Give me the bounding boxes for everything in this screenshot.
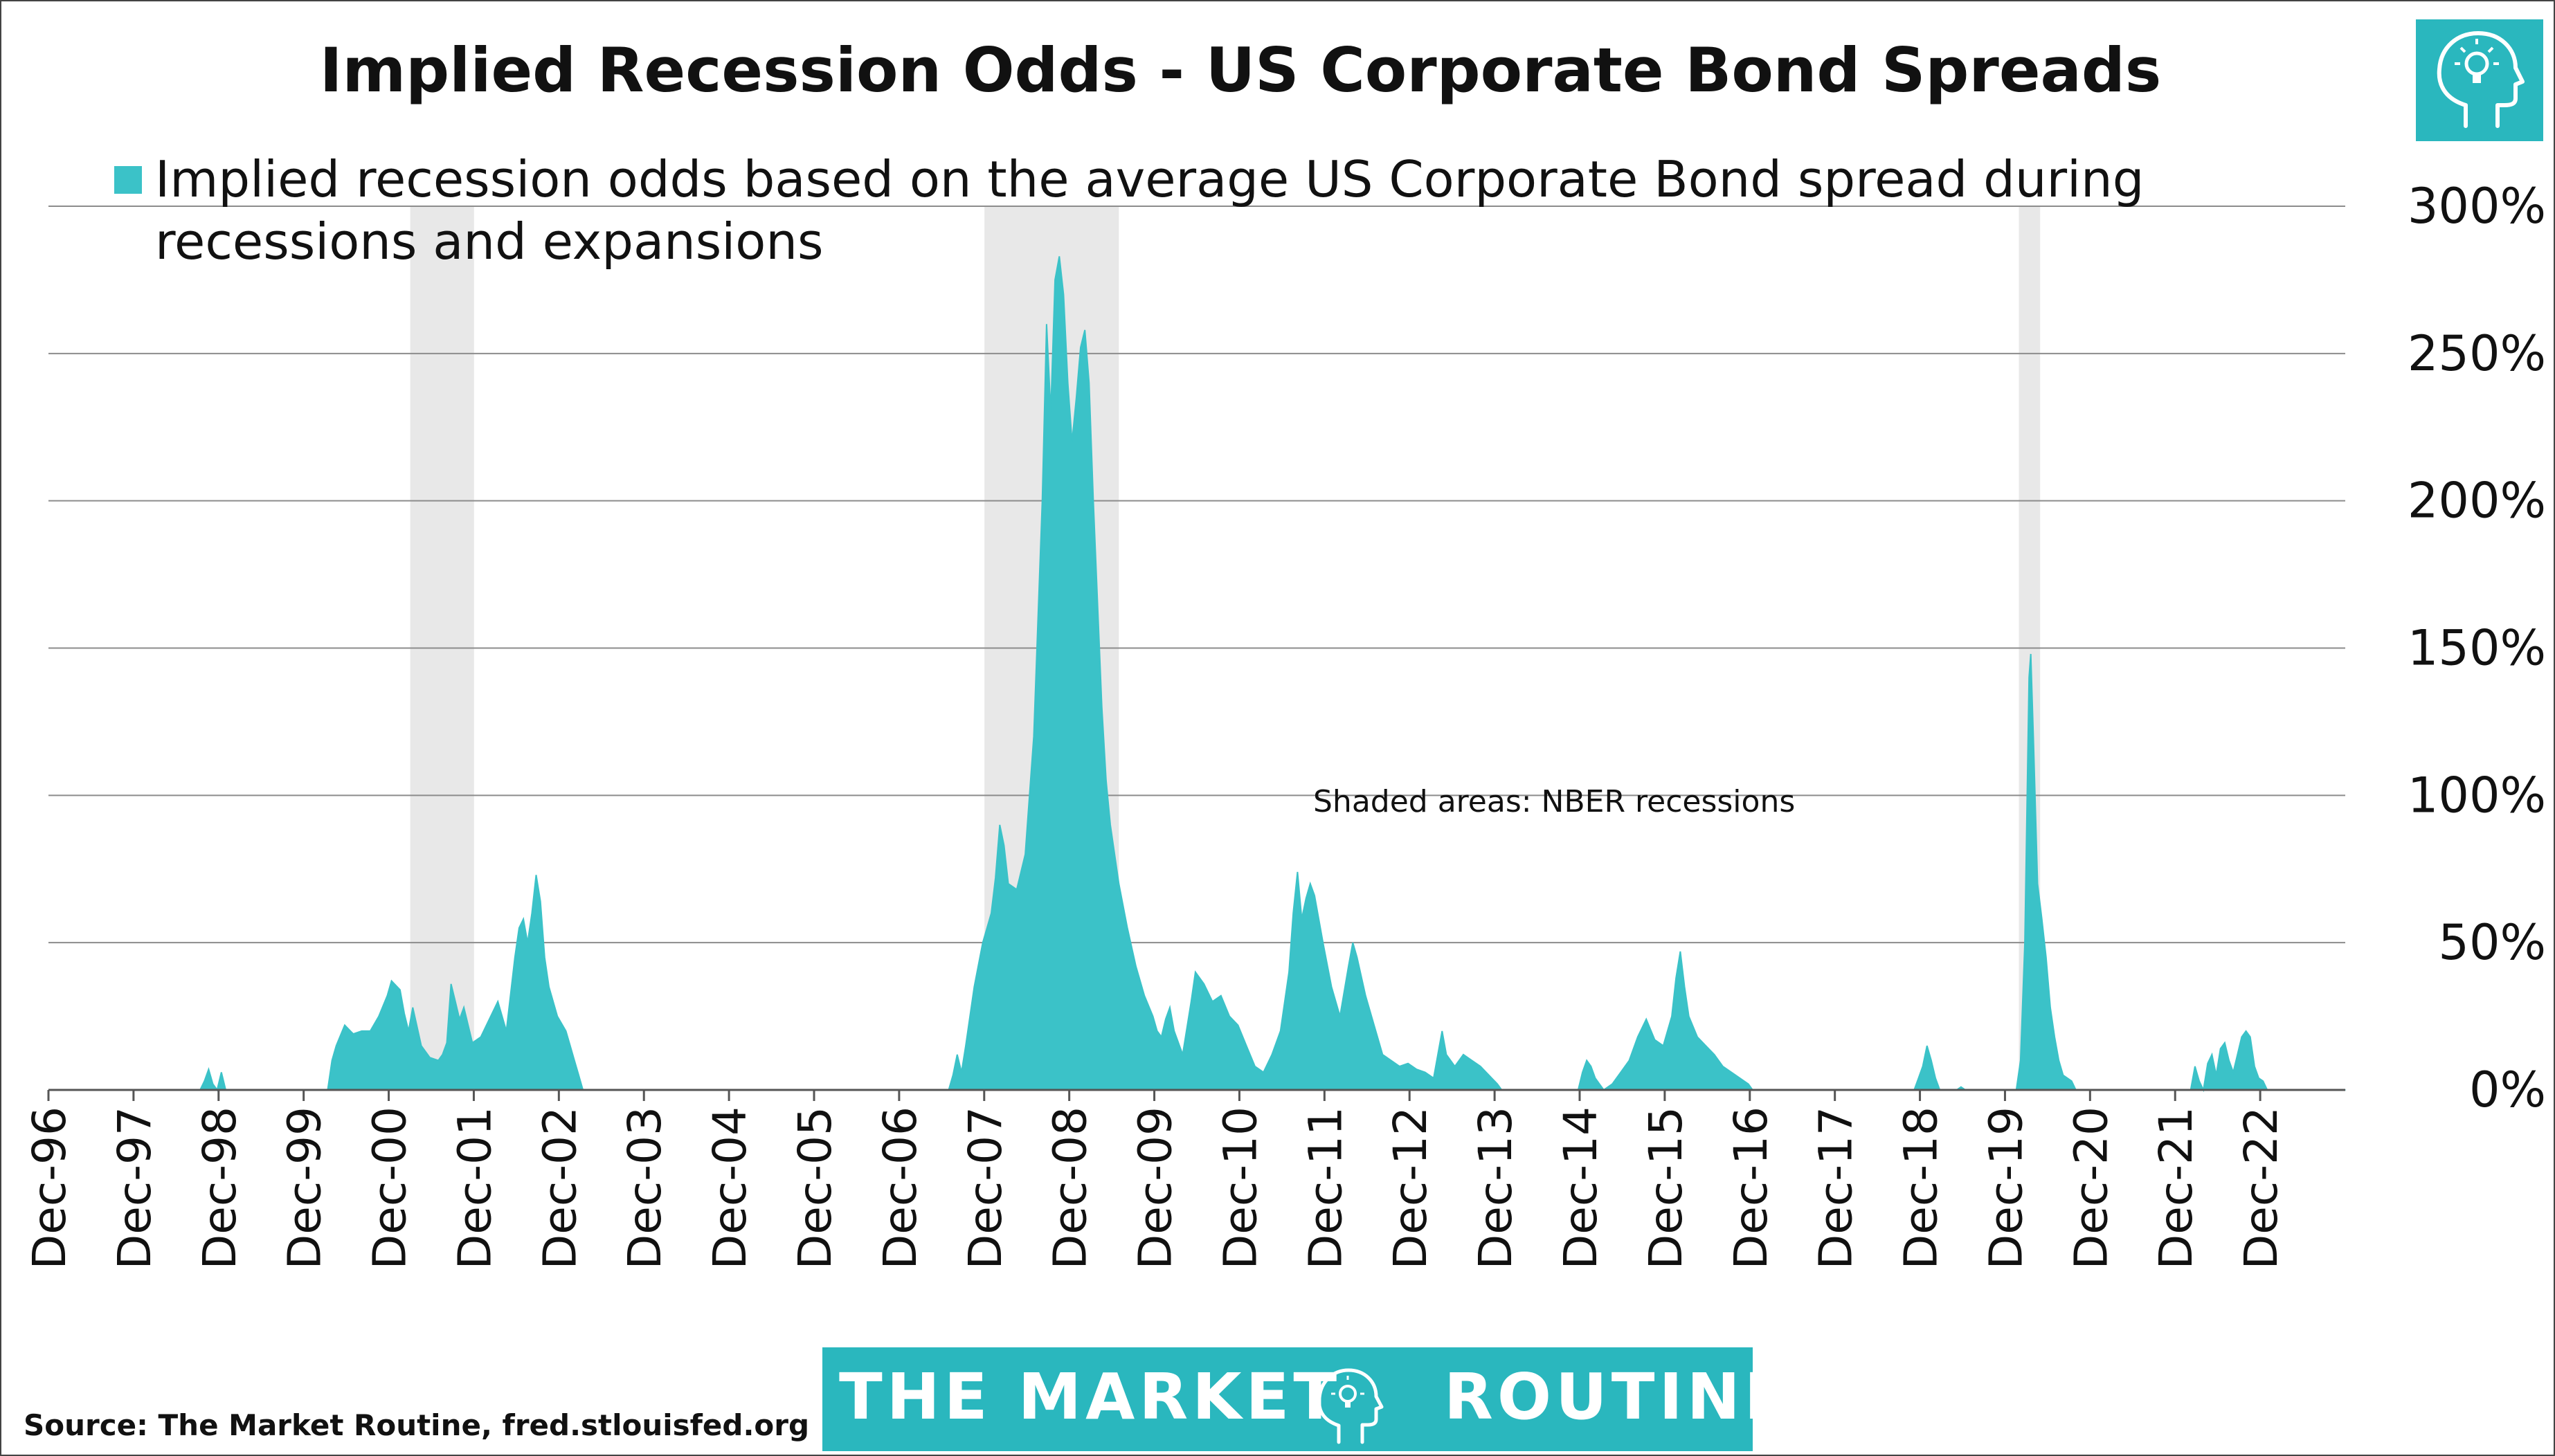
x-tick-label: Dec-10 <box>1213 1107 1267 1270</box>
brand-banner-background <box>822 1347 1753 1451</box>
x-tick-label: Dec-22 <box>2235 1107 2288 1270</box>
x-tick-label: Dec-17 <box>1809 1107 1863 1270</box>
x-tick-label: Dec-19 <box>1979 1107 2032 1270</box>
x-tick-label: Dec-13 <box>1469 1107 1522 1270</box>
x-tick-label: Dec-05 <box>788 1107 842 1270</box>
lightbulb-head-icon <box>1317 1368 1384 1444</box>
x-tick-label: Dec-11 <box>1299 1107 1352 1270</box>
x-tick-label: Dec-06 <box>874 1107 927 1270</box>
legend-label-line1: Implied recession odds based on the aver… <box>155 150 2144 208</box>
x-tick-label: Dec-21 <box>2149 1107 2203 1270</box>
recession-annotation: Shaded areas: NBER recessions <box>1313 784 1795 819</box>
x-tick-label: Dec-00 <box>363 1107 417 1270</box>
y-tick-label: 100% <box>2408 767 2546 823</box>
x-tick-label: Dec-14 <box>1554 1107 1607 1270</box>
y-tick-label: 300% <box>2408 178 2546 235</box>
lightbulb-head-icon <box>2416 19 2543 141</box>
x-tick-label: Dec-08 <box>1044 1107 1097 1270</box>
implied-recession-odds-area <box>48 256 2346 1093</box>
y-tick-label: 0% <box>2469 1062 2546 1118</box>
brand-text-left: THE MARKET <box>839 1360 1341 1434</box>
x-tick-label: Dec-09 <box>1129 1107 1182 1270</box>
x-tick-label: Dec-12 <box>1384 1107 1437 1270</box>
y-tick-label: 200% <box>2408 473 2546 529</box>
y-axis-tick-labels: 0% 50% 100% 150% 200% 250% 300% <box>2408 178 2546 1118</box>
x-tick-label: Dec-18 <box>1895 1107 1948 1270</box>
y-tick-label: 150% <box>2408 620 2546 677</box>
brand-banner: THE MARKET ROUTINE <box>822 1347 1792 1451</box>
x-tick-label: Dec-03 <box>618 1107 671 1270</box>
x-axis-ticks: Dec-96 Dec-97 Dec-98 Dec-99 Dec-00 Dec-01 Dec-… <box>23 1090 2288 1270</box>
x-tick-label: Dec-16 <box>1724 1107 1778 1270</box>
brand-text-right: ROUTINE <box>1444 1360 1792 1434</box>
x-tick-label: Dec-99 <box>278 1107 332 1270</box>
y-tick-label: 50% <box>2438 914 2546 971</box>
x-tick-label: Dec-04 <box>703 1107 757 1270</box>
x-tick-label: Dec-98 <box>193 1107 246 1270</box>
source-note: Source: The Market Routine, fred.stlouis… <box>24 1408 809 1442</box>
x-tick-label: Dec-02 <box>533 1107 586 1270</box>
legend-swatch <box>114 166 142 194</box>
x-tick-label: Dec-01 <box>448 1107 501 1270</box>
x-tick-label: Dec-96 <box>23 1107 76 1270</box>
chart-title: Implied Recession Odds - US Corporate Bo… <box>320 35 2162 106</box>
x-tick-label: Dec-07 <box>959 1107 1012 1270</box>
gridlines <box>48 206 2345 944</box>
legend-label-line2: recessions and expansions <box>155 212 823 271</box>
x-tick-label: Dec-20 <box>2064 1107 2118 1270</box>
x-tick-label: Dec-15 <box>1639 1107 1692 1270</box>
y-tick-label: 250% <box>2408 325 2546 382</box>
x-tick-label: Dec-97 <box>108 1107 161 1270</box>
